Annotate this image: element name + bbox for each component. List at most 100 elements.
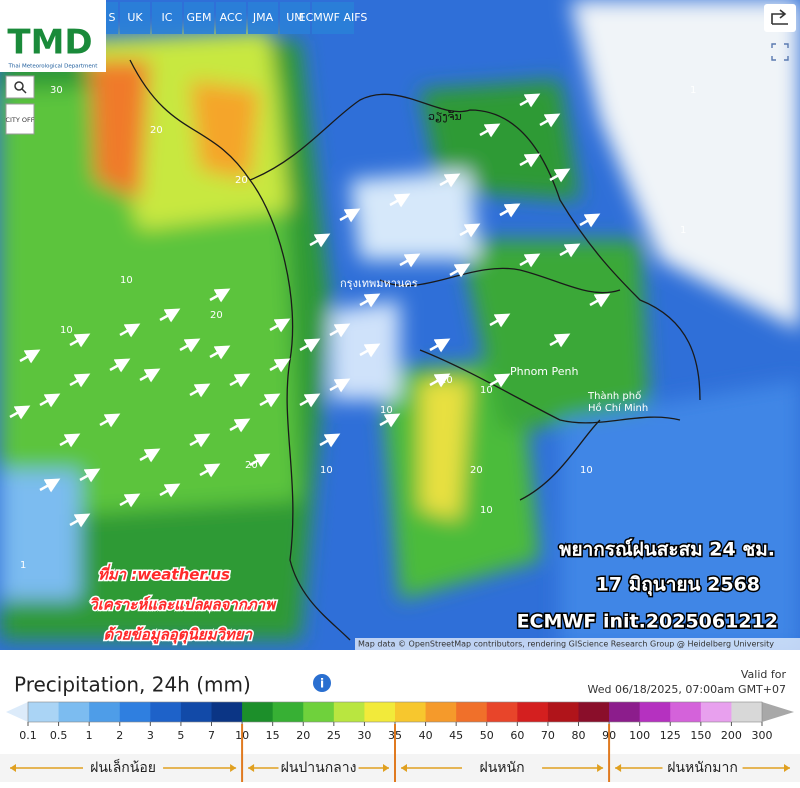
contour-label: 10 xyxy=(480,505,493,516)
fullscreen-button[interactable] xyxy=(771,43,789,61)
model-tab[interactable] xyxy=(248,2,278,34)
model-tab[interactable] xyxy=(184,2,214,34)
map[interactable]: 30201020101201020101102011020110 กรุงเทพ… xyxy=(0,0,800,650)
colorbar-tick-label: 60 xyxy=(510,729,524,742)
wind-arrow xyxy=(99,413,121,428)
wind-arrow xyxy=(109,358,131,373)
wind-arrow xyxy=(209,288,231,303)
model-tab-label[interactable]: ECMWF AIFS xyxy=(299,11,368,24)
model-tab[interactable] xyxy=(216,2,246,34)
wind-arrow xyxy=(329,323,351,338)
zoom-icon xyxy=(21,88,27,94)
model-tab-label[interactable]: UK xyxy=(127,11,143,24)
model-tab-label[interactable]: S xyxy=(109,11,116,24)
model-tab[interactable] xyxy=(280,2,310,34)
share-icon xyxy=(771,9,788,25)
category-arrowhead xyxy=(230,764,237,772)
colorbar-swatch xyxy=(89,702,121,722)
city-button[interactable] xyxy=(5,103,35,135)
overlay-headline: พยากรณ์ฝนสะสม 24 ชม. xyxy=(559,539,775,561)
colorbar-tick-label: 30 xyxy=(357,729,371,742)
place-label: Hồ Chí Minh xyxy=(588,402,648,414)
colorbar-tick-label: 0.5 xyxy=(50,729,68,742)
info-button[interactable] xyxy=(313,674,331,692)
colorbar-tick-label: 80 xyxy=(572,729,586,742)
logo-subtitle: Thai Meteorological Department xyxy=(8,64,99,70)
category-label: ฝนหนักมาก xyxy=(667,760,738,776)
colorbar-swatch xyxy=(119,702,151,722)
info-icon: i xyxy=(320,677,324,691)
category-arrowhead xyxy=(597,764,604,772)
wind-arrow xyxy=(519,93,541,108)
legend: Precipitation, 24h (mm) i Valid for Wed … xyxy=(0,650,800,784)
contour-label: 10 xyxy=(580,465,593,476)
wind-arrow xyxy=(359,293,381,308)
colorbar-swatch xyxy=(242,702,274,722)
category-label-bg xyxy=(662,758,743,778)
wind-arrow xyxy=(309,233,331,248)
contour-label: 1 xyxy=(20,560,26,571)
zoom-button[interactable] xyxy=(5,75,35,99)
wind-arrow xyxy=(559,243,581,258)
wind-arrow xyxy=(119,323,141,338)
zoom-icon xyxy=(14,81,24,91)
colorbar-tick-label: 70 xyxy=(541,729,555,742)
contour-label: 20 xyxy=(150,125,163,136)
colorbar-swatch xyxy=(578,702,610,722)
wind-arrow xyxy=(139,448,161,463)
colorbar-swatch xyxy=(272,702,304,722)
wind-arrow xyxy=(389,193,411,208)
contour-label: 10 xyxy=(320,465,333,476)
colorbar-swatch xyxy=(639,702,671,722)
contour-label: 20 xyxy=(470,465,483,476)
colorbar-swatch xyxy=(333,702,365,722)
credits: ที่มา :weather.us วิเคราะห์และแปลผลจากภา… xyxy=(88,562,279,646)
colorbar: 0.10.51235710152025303540455060708090100… xyxy=(6,701,794,742)
category-label: ฝนปานกลาง xyxy=(281,760,357,776)
wind-arrow xyxy=(549,333,571,348)
wind-arrow xyxy=(499,203,521,218)
model-tab-label[interactable]: UM xyxy=(286,11,304,24)
city-toggle[interactable]: CITY OFF xyxy=(5,116,34,124)
colorbar-tick-label: 5 xyxy=(177,729,184,742)
model-tab-label[interactable]: IC xyxy=(162,11,173,24)
colorbar-swatch xyxy=(456,702,488,722)
model-tab[interactable] xyxy=(106,2,118,34)
model-tab[interactable] xyxy=(152,2,182,34)
attribution-bg xyxy=(355,638,800,650)
model-tab[interactable] xyxy=(120,2,150,34)
wind-arrow xyxy=(479,123,501,138)
category-label: ฝนหนัก xyxy=(480,760,525,776)
model-tab-label[interactable]: ACC xyxy=(220,11,243,24)
colorbar-tick-label: 300 xyxy=(752,729,773,742)
wind-arrow xyxy=(69,333,91,348)
model-tab-label[interactable]: GEM xyxy=(187,11,212,24)
contour-label: 30 xyxy=(50,85,63,96)
colorbar-tick-label: 1 xyxy=(86,729,93,742)
overlay-model: ECMWF init.2025061212 xyxy=(517,611,778,633)
contour-label: 10 xyxy=(380,405,393,416)
wind-arrow xyxy=(189,383,211,398)
wind-arrow xyxy=(579,213,601,228)
model-tab-label[interactable]: JMA xyxy=(252,11,274,24)
category-arrowhead xyxy=(10,764,16,772)
wind-arrow xyxy=(269,358,291,373)
contour-label: 20 xyxy=(245,460,258,471)
place-label: กรุงเทพมหานคร xyxy=(340,277,418,290)
contour-label: 20 xyxy=(210,310,223,321)
model-tab[interactable] xyxy=(312,2,354,34)
colorbar-tick-label: 20 xyxy=(296,729,310,742)
place-label: Thành phố xyxy=(587,390,641,402)
wind-arrow xyxy=(519,253,541,268)
colorbar-swatch xyxy=(547,702,579,722)
wind-arrow xyxy=(319,433,341,448)
credit: ด้วยข้อมูลอุตุนิยมวิทยา xyxy=(104,626,254,645)
colorbar-tick-label: 150 xyxy=(690,729,711,742)
contour-label: 10 xyxy=(60,325,73,336)
category-arrowhead xyxy=(401,764,407,772)
colorbar-tick-label: 45 xyxy=(449,729,463,742)
wind-arrow xyxy=(19,349,41,364)
borders xyxy=(129,59,701,641)
credit: ที่มา :weather.us xyxy=(98,564,230,584)
category-arrowhead xyxy=(784,764,790,772)
